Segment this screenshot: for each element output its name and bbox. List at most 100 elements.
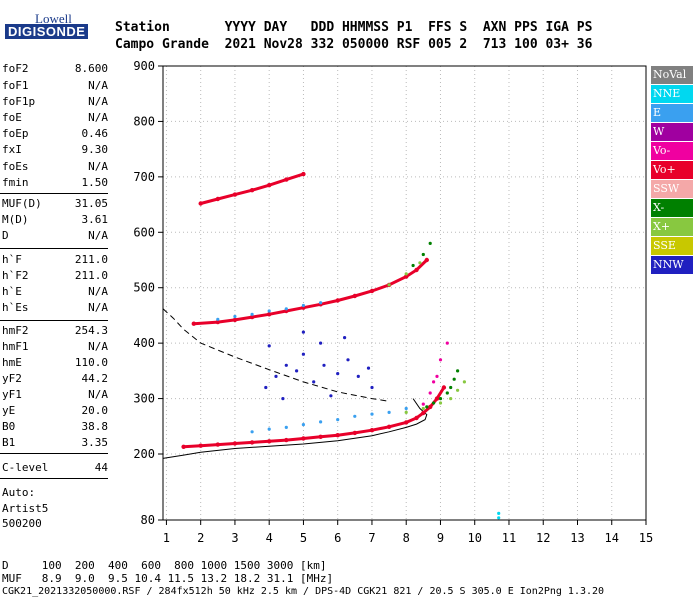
param-row: foF1 N/A xyxy=(2,79,108,95)
echo-trace xyxy=(183,386,446,449)
param-key: foE xyxy=(2,111,22,124)
autoscale-artist: Artist5 xyxy=(2,502,49,515)
footer-file-row: CGK21_2021332050000.RSF / 284fx512h 50 k… xyxy=(2,586,605,597)
y-tick-label: 600 xyxy=(133,225,155,239)
param-key: yF1 xyxy=(2,388,22,401)
param-value: 44 xyxy=(94,461,108,474)
data-point xyxy=(267,344,271,348)
data-point xyxy=(456,369,460,373)
param-row: M(D) 3.61 xyxy=(2,213,108,229)
data-point xyxy=(329,394,333,398)
param-key: yF2 xyxy=(2,372,22,385)
x-tick-label: 13 xyxy=(570,531,584,545)
panel-divider xyxy=(0,193,108,194)
legend-item: SSW xyxy=(651,180,693,198)
param-key: h`F xyxy=(2,253,22,266)
param-value: N/A xyxy=(88,388,108,401)
data-point xyxy=(336,372,340,376)
param-value: N/A xyxy=(88,79,108,92)
data-point xyxy=(445,391,449,395)
data-point xyxy=(438,358,443,362)
footer-distance-row: D 100 200 400 600 800 1000 1500 3000 [km… xyxy=(2,559,327,572)
data-point xyxy=(343,336,347,340)
param-value: 3.35 xyxy=(81,436,109,449)
data-point xyxy=(387,283,391,287)
param-row: foF2 8.600 xyxy=(2,62,108,78)
data-point xyxy=(497,516,501,520)
echo-trace xyxy=(200,172,304,205)
data-point xyxy=(428,391,432,395)
x-tick-label: 10 xyxy=(467,531,481,545)
data-point xyxy=(428,241,432,245)
autoscale-code: 500200 xyxy=(2,517,42,530)
data-point xyxy=(301,423,305,427)
data-point xyxy=(435,374,439,378)
panel-divider xyxy=(0,320,108,321)
param-key: MUF(D) xyxy=(2,197,42,210)
data-point xyxy=(233,314,237,319)
param-key: fmin xyxy=(2,176,29,189)
data-point xyxy=(319,341,323,345)
legend-item: X+ xyxy=(651,218,693,236)
data-point xyxy=(267,309,271,313)
param-row: D N/A xyxy=(2,229,108,245)
param-row: hmE 110.0 xyxy=(2,356,108,372)
data-point xyxy=(456,388,460,392)
param-key: foF1p xyxy=(2,95,36,108)
x-tick-label: 9 xyxy=(437,531,444,545)
y-tick-label: 200 xyxy=(133,447,155,461)
data-point xyxy=(404,272,408,276)
data-point xyxy=(421,406,425,411)
data-point xyxy=(432,401,436,405)
param-value: 1.50 xyxy=(81,176,109,189)
logo-digisonde: DIGISONDE xyxy=(5,24,89,39)
param-row: h`E N/A xyxy=(2,285,108,301)
param-value: 0.46 xyxy=(81,127,109,140)
data-point xyxy=(370,412,374,416)
x-tick-label: 3 xyxy=(231,531,238,545)
data-point xyxy=(421,402,425,406)
param-key: foEp xyxy=(2,127,29,140)
data-point xyxy=(418,261,422,265)
param-value: 31.05 xyxy=(74,197,108,210)
param-key: h`F2 xyxy=(2,269,29,282)
panel-divider xyxy=(0,453,108,454)
param-row: hmF2 254.3 xyxy=(2,324,108,340)
param-key: B1 xyxy=(2,436,16,449)
data-point xyxy=(404,406,408,411)
y-tick-label: 400 xyxy=(133,336,155,350)
param-row: fxI 9.30 xyxy=(2,143,108,159)
param-row: h`F 211.0 xyxy=(2,253,108,269)
header-labels: Station YYYY DAY DDD HHMMSS P1 FFS S AXN… xyxy=(115,20,593,35)
legend-item: Vo- xyxy=(651,142,693,160)
param-row: foEp 0.46 xyxy=(2,127,108,143)
data-point xyxy=(346,358,350,362)
data-point xyxy=(301,303,305,308)
data-point xyxy=(301,330,305,334)
legend-item: W xyxy=(651,123,693,141)
param-key: h`Es xyxy=(2,301,29,314)
param-key: fxI xyxy=(2,143,22,156)
data-point xyxy=(250,312,254,316)
data-point xyxy=(312,380,316,384)
param-value: 211.0 xyxy=(74,269,108,282)
data-point xyxy=(370,385,374,390)
legend-item: SSE xyxy=(651,237,693,255)
data-point xyxy=(216,317,220,321)
x-tick-label: 6 xyxy=(334,531,341,545)
data-point xyxy=(336,418,340,422)
y-tick-label: 900 xyxy=(133,59,155,73)
y-tick-label: 800 xyxy=(133,114,155,128)
footer-muf-row: MUF 8.9 9.0 9.5 10.4 11.5 13.2 18.2 31.1… xyxy=(2,572,334,585)
param-row: yF2 44.2 xyxy=(2,372,108,388)
y-tick-label: 500 xyxy=(133,281,155,295)
legend-item: Vo+ xyxy=(651,161,693,179)
param-key: hmE xyxy=(2,356,22,369)
param-value: 9.30 xyxy=(81,143,109,156)
param-row: B0 38.8 xyxy=(2,420,108,436)
data-point xyxy=(387,410,391,414)
param-value: N/A xyxy=(88,111,108,124)
param-row: B1 3.35 xyxy=(2,436,108,452)
data-point xyxy=(404,410,408,414)
x-tick-label: 11 xyxy=(502,531,516,545)
